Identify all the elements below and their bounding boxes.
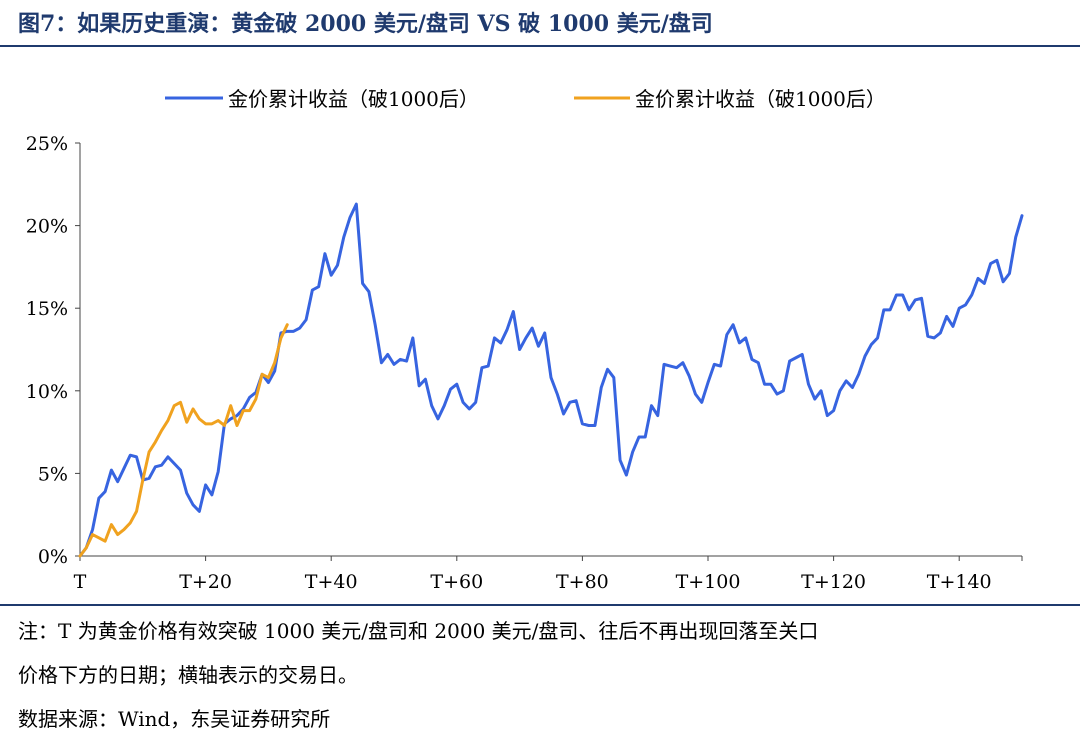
x-tick-label: T [74, 571, 87, 593]
y-tick-label: 20% [26, 216, 68, 238]
note-line-1: 注：T 为黄金价格有效突破 1000 美元/盘司和 2000 美元/盘司、往后不… [18, 619, 819, 643]
x-tick-label: T+40 [305, 571, 358, 593]
source-note: 数据来源：Wind，东吴证券研究所 [18, 707, 331, 731]
x-tick-label: T+100 [676, 571, 741, 593]
title-rule [0, 45, 1080, 47]
chart-axes: 0% 5% 10% 15% 20% 25% T T+20 T+40 T+60 T+80 T+100 T+… [26, 133, 1023, 593]
figure-title: 图7：如果历史重演：黄金破 2000 美元/盘司 VS 破 1000 美元/盘司 [18, 11, 713, 37]
plot-area [78, 202, 1024, 558]
y-tick-label: 15% [26, 298, 68, 320]
y-tick-label: 0% [38, 546, 68, 568]
legend-label-orange: 金价累计收益（破1000后） [635, 87, 886, 111]
y-tick-label: 10% [26, 381, 68, 403]
legend-label-blue: 金价累计收益（破1000后） [228, 87, 479, 111]
x-tick-label: T+80 [556, 571, 609, 593]
y-tick-label: 25% [26, 133, 68, 155]
series-line-blue [78, 202, 1024, 558]
line-chart: 金价累计收益（破1000后） 金价累计收益（破1000后） 0% 5% 10% 15%… [26, 87, 1024, 593]
y-tick-label: 5% [38, 463, 68, 485]
x-tick-label: T+120 [801, 571, 866, 593]
series-line-orange [78, 323, 289, 558]
note-line-2: 价格下方的日期；横轴表示的交易日。 [18, 663, 358, 687]
chart-legend: 金价累计收益（破1000后） 金价累计收益（破1000后） [165, 87, 886, 111]
x-tick-label: T+60 [430, 571, 483, 593]
notes-rule [0, 604, 1080, 606]
x-tick-label: T+20 [179, 571, 232, 593]
x-tick-label: T+140 [927, 571, 992, 593]
